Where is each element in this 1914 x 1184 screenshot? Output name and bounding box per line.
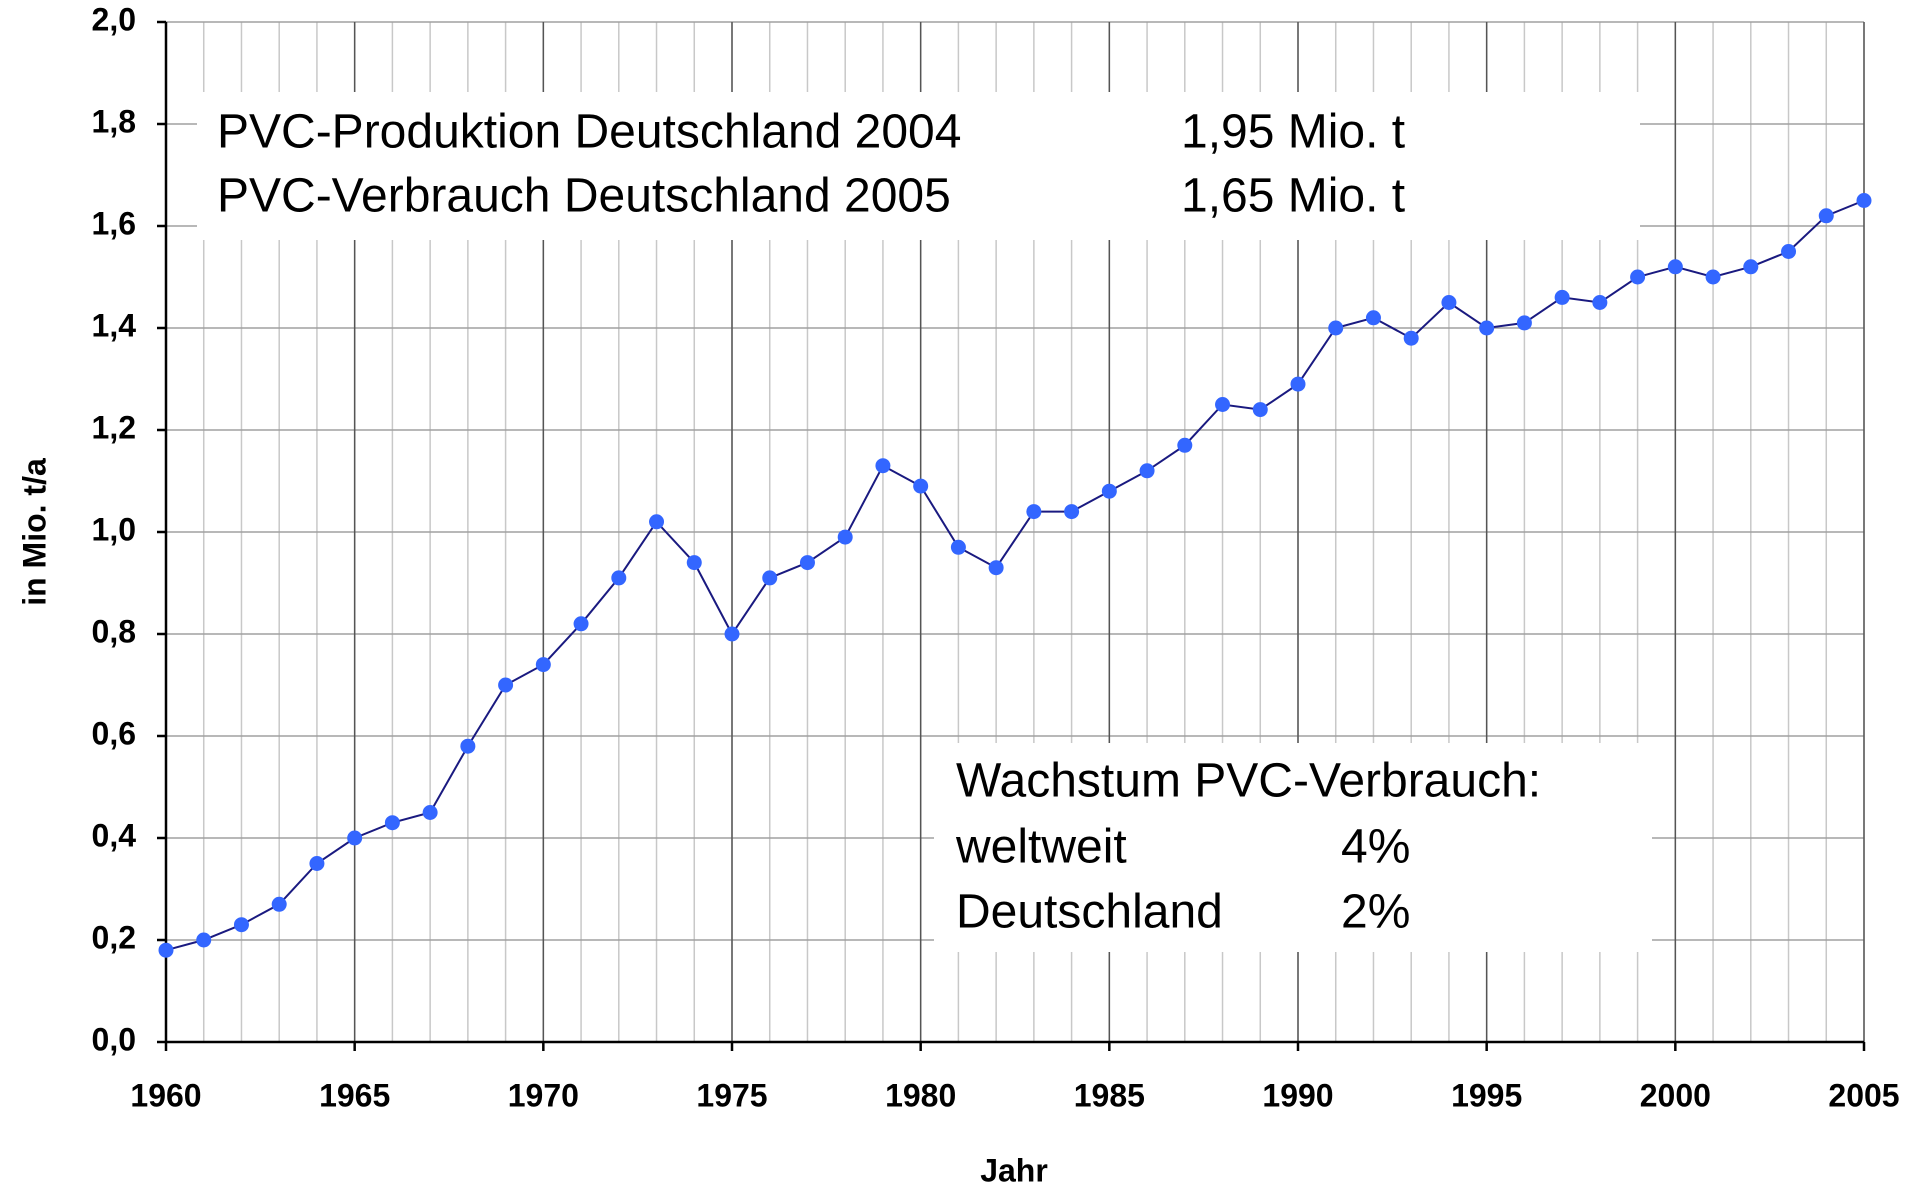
data-point xyxy=(1101,483,1117,499)
plot: 0,0 0,2 0,4 0,6 0,8 1,0 1,2 1,4 1,6 1,8 2,0 1960 196… xyxy=(92,1,1900,1113)
x-tick-label: 1960 xyxy=(130,1077,201,1113)
data-point xyxy=(347,830,363,846)
data-point xyxy=(1705,269,1721,285)
data-point xyxy=(1403,330,1419,346)
data-point xyxy=(271,896,287,912)
y-tick-label: 0,6 xyxy=(92,715,136,751)
annotation-text: Deutschland xyxy=(956,886,1223,939)
annotation-text: 2% xyxy=(1341,886,1410,939)
data-point xyxy=(1139,463,1155,479)
data-point xyxy=(535,657,551,673)
data-point xyxy=(1328,320,1344,336)
data-point xyxy=(1479,320,1495,336)
annotation-text: Wachstum PVC-Verbrauch: xyxy=(956,755,1541,808)
data-point xyxy=(573,616,589,632)
data-point xyxy=(1781,244,1797,259)
data-point xyxy=(1215,397,1231,412)
y-tick-label: 0,0 xyxy=(92,1021,136,1057)
data-point xyxy=(1252,402,1268,418)
x-tick-label: 1995 xyxy=(1451,1077,1522,1113)
data-point xyxy=(1554,289,1570,305)
data-point xyxy=(686,555,702,571)
data-point xyxy=(611,570,627,586)
annotation-text: 1,95 Mio. t xyxy=(1181,106,1405,159)
y-tick-label: 1,4 xyxy=(92,307,137,343)
data-point xyxy=(875,458,891,474)
data-point xyxy=(1516,315,1532,331)
data-point xyxy=(837,529,853,545)
data-line xyxy=(165,199,1865,952)
data-point xyxy=(158,942,174,958)
annotation-text: PVC-Verbrauch Deutschland 2005 xyxy=(217,170,951,223)
data-point xyxy=(1177,437,1193,453)
y-tick-label: 0,8 xyxy=(92,613,136,649)
data-point xyxy=(913,478,929,494)
annotation-text: PVC-Produktion Deutschland 2004 xyxy=(217,106,961,159)
data-point xyxy=(762,570,778,586)
data-point xyxy=(309,856,325,871)
y-tick-label: 1,6 xyxy=(92,205,136,241)
data-point xyxy=(950,539,966,555)
data-point xyxy=(384,815,400,831)
x-tick-label: 2000 xyxy=(1640,1077,1711,1113)
data-point xyxy=(988,560,1004,576)
y-tick-label: 1,0 xyxy=(92,511,136,547)
data-point xyxy=(460,738,476,754)
x-tick-label: 1990 xyxy=(1262,1077,1333,1113)
data-point xyxy=(1064,504,1080,520)
x-tick-label: 1975 xyxy=(696,1077,767,1113)
data-point xyxy=(1818,208,1834,224)
y-tick-label: 1,8 xyxy=(92,103,136,139)
data-point xyxy=(1441,295,1457,310)
data-point xyxy=(799,555,815,571)
y-tick-label: 0,4 xyxy=(92,817,137,853)
y-tick-label: 1,2 xyxy=(92,409,136,445)
x-tick-label: 1980 xyxy=(885,1077,956,1113)
annotations: PVC-Produktion Deutschland 2004 1,95 Mio.… xyxy=(197,92,1652,952)
annotation-box xyxy=(934,743,1652,952)
x-tick-label: 1970 xyxy=(508,1077,579,1113)
annotation-text: weltweit xyxy=(955,821,1127,874)
data-point xyxy=(649,514,665,530)
data-point xyxy=(1630,269,1646,285)
data-point xyxy=(1856,193,1872,208)
y-tick-label: 0,2 xyxy=(92,919,136,955)
data-point xyxy=(1026,504,1042,520)
annotation-box xyxy=(197,92,1640,240)
annotation-text: 1,65 Mio. t xyxy=(1181,170,1405,223)
data-point xyxy=(1667,259,1683,275)
data-point xyxy=(422,805,438,820)
data-point xyxy=(233,917,249,933)
x-tick-label: 1985 xyxy=(1074,1077,1145,1113)
x-tick-label: 1965 xyxy=(319,1077,390,1113)
x-axis-label: Jahr xyxy=(980,1152,1048,1184)
y-axis-label: in Mio. t/a xyxy=(16,458,52,606)
x-tick-label: 2005 xyxy=(1828,1077,1899,1113)
data-point xyxy=(498,677,514,693)
data-point xyxy=(1592,295,1608,310)
y-tick-label: 2,0 xyxy=(92,1,136,37)
data-point xyxy=(1743,259,1759,275)
data-point xyxy=(724,626,740,642)
data-point xyxy=(1290,376,1306,392)
data-point xyxy=(1365,310,1381,326)
annotation-text: 4% xyxy=(1341,821,1410,874)
data-point xyxy=(196,932,212,948)
